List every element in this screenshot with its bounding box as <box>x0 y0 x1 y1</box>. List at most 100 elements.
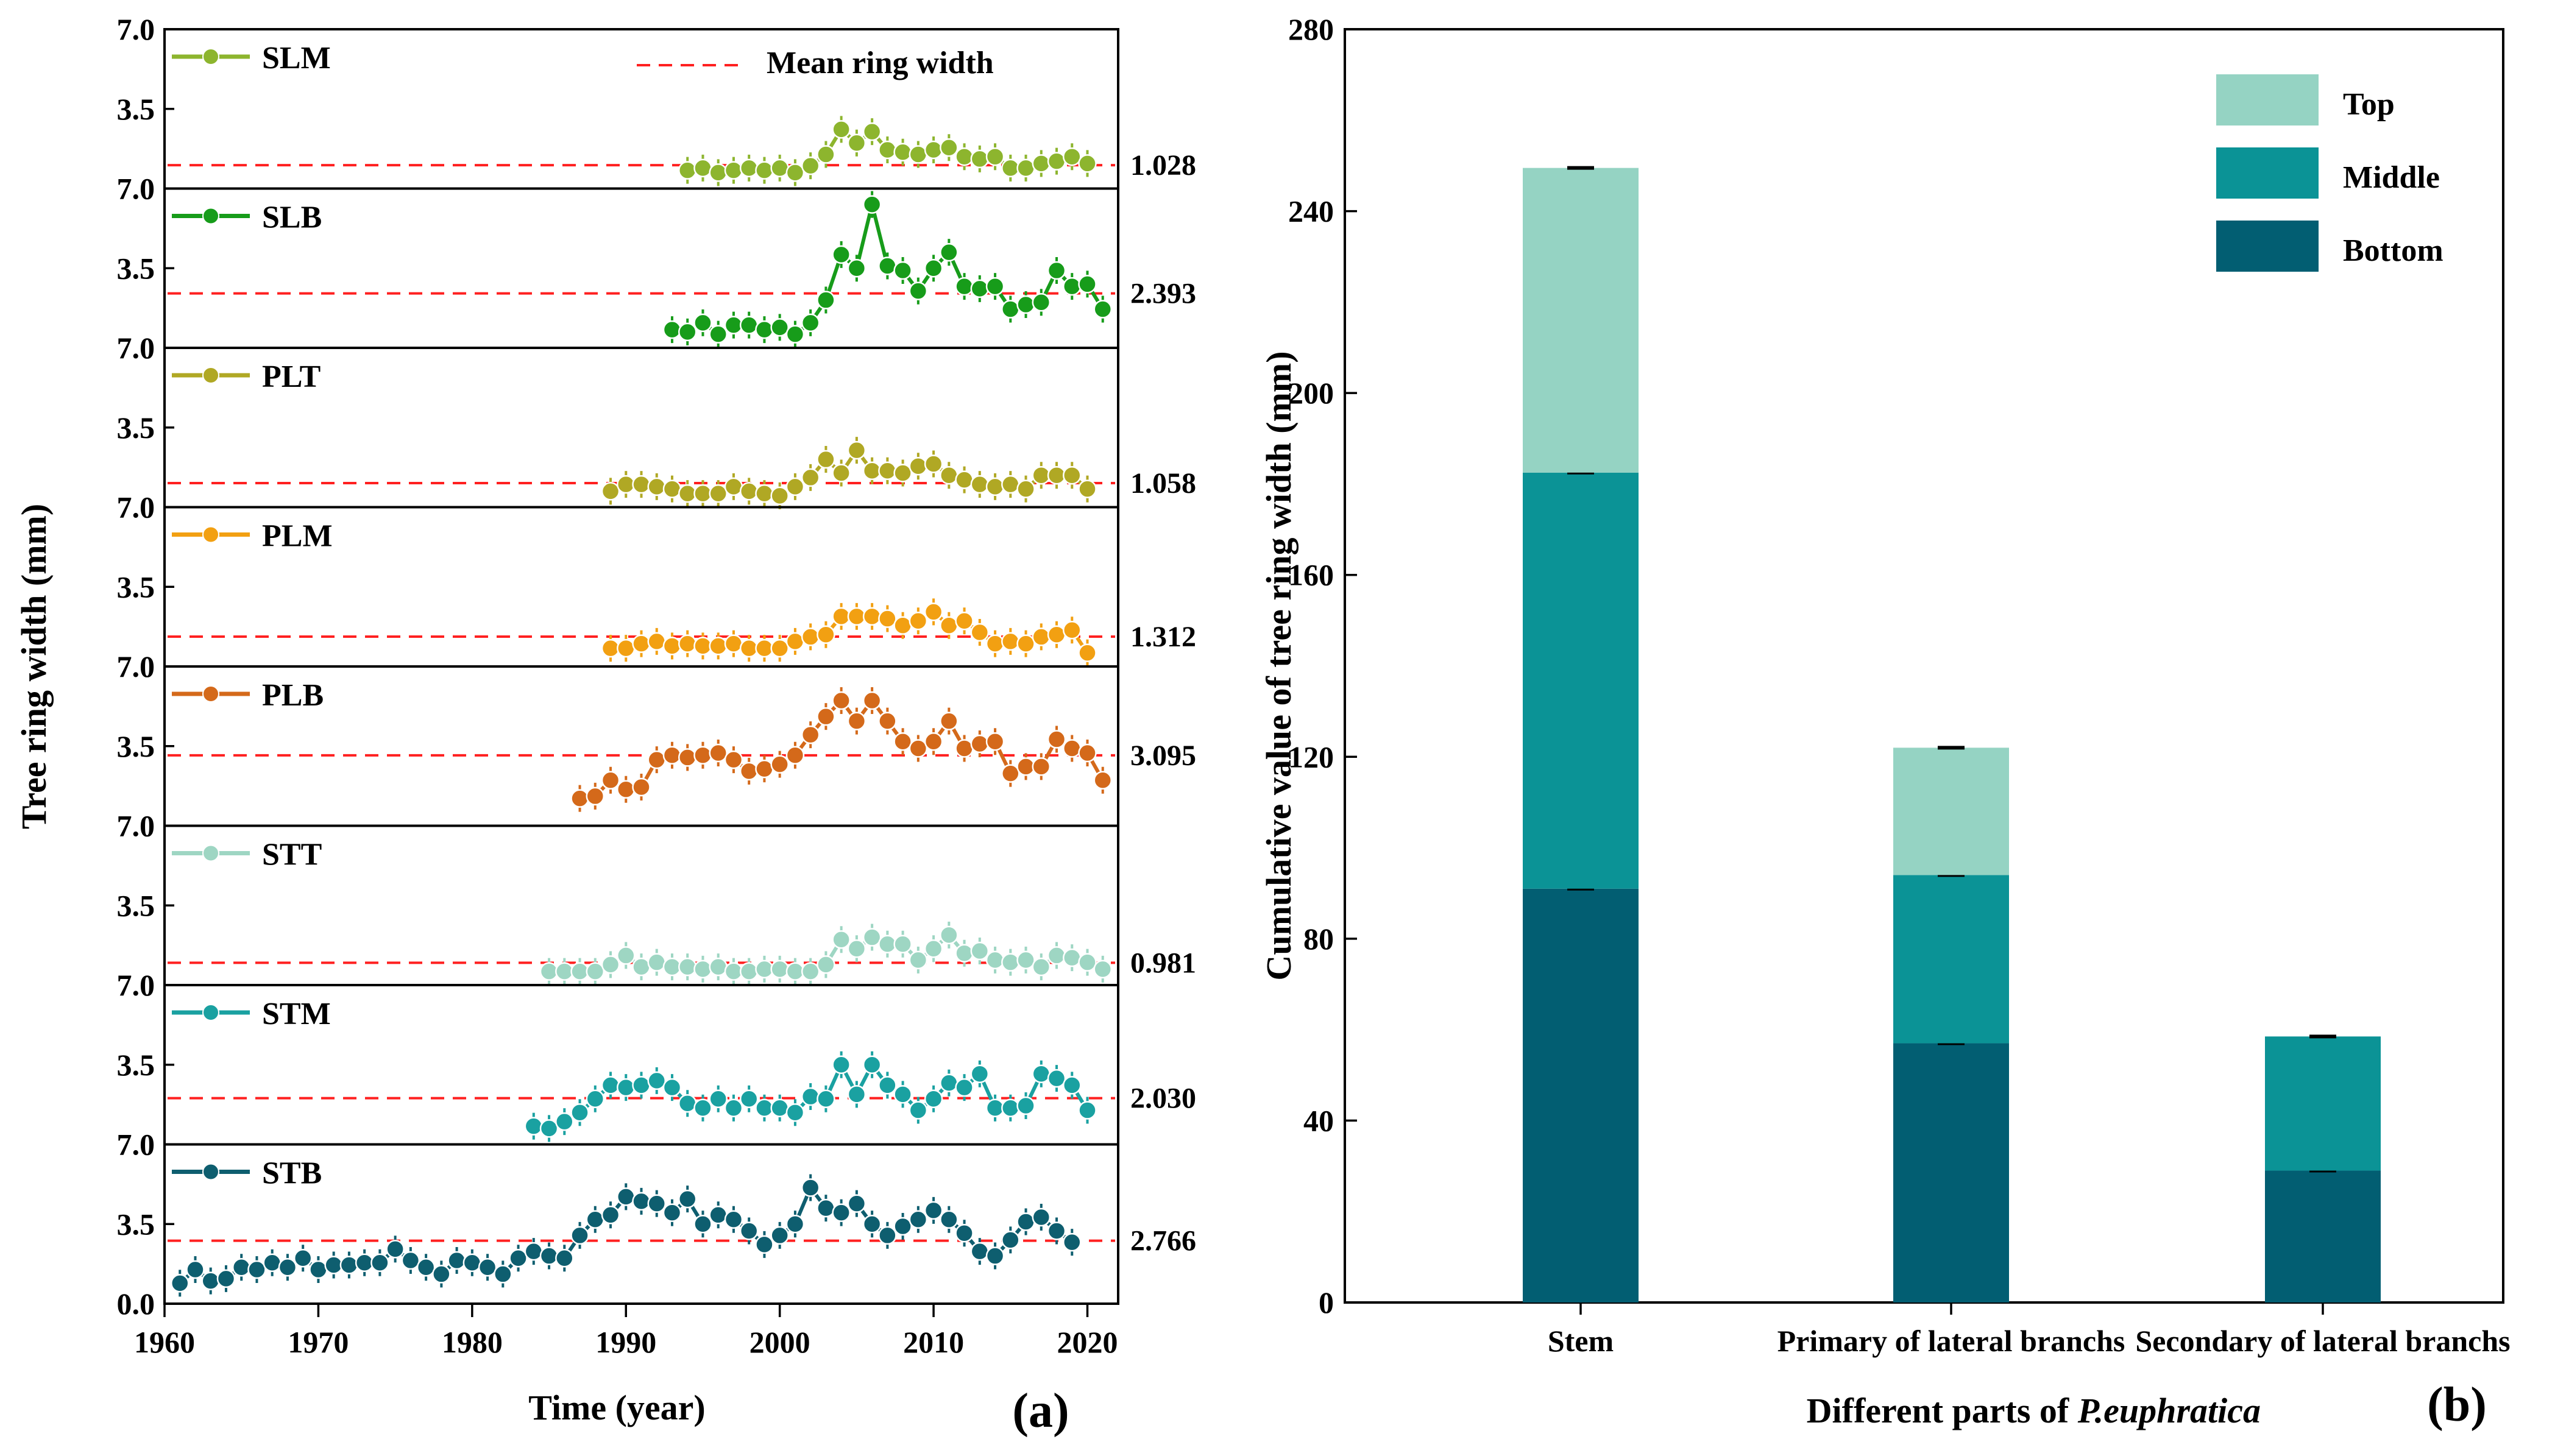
data-point <box>570 789 589 808</box>
data-point <box>801 1178 820 1197</box>
data-point <box>724 477 743 497</box>
data-point <box>940 242 959 262</box>
y-tick-label: 7.0 <box>117 490 155 525</box>
data-point <box>924 1089 943 1109</box>
data-point <box>832 464 851 482</box>
legend-marker-slb <box>202 207 219 225</box>
data-point <box>447 1251 466 1270</box>
data-point <box>985 634 1005 653</box>
mean-value-slb: 2.393 <box>1130 278 1196 310</box>
data-point <box>709 1089 728 1109</box>
data-point <box>878 140 897 160</box>
data-point <box>832 245 851 264</box>
legend-label-stm: STM <box>262 997 331 1031</box>
data-point <box>739 962 759 981</box>
y-tick-label: 3.5 <box>117 1048 155 1082</box>
data-point <box>1032 293 1051 312</box>
data-point <box>678 322 697 342</box>
data-point <box>1093 300 1113 319</box>
legend-marker-stb <box>202 1163 219 1181</box>
data-point <box>924 454 943 473</box>
data-point <box>693 959 712 979</box>
data-point <box>617 638 636 658</box>
data-point <box>1047 730 1066 749</box>
data-point <box>940 138 959 157</box>
bar-bottom-0 <box>1523 888 1639 1302</box>
data-point <box>909 1210 928 1229</box>
data-point <box>1032 465 1051 485</box>
y-tick-label: 7.0 <box>117 649 155 684</box>
data-point <box>770 638 789 658</box>
data-point <box>817 1089 835 1109</box>
data-point <box>755 161 774 180</box>
x-tick-label: 1960 <box>134 1325 195 1359</box>
x-tick-label: 1990 <box>595 1325 656 1359</box>
data-point <box>1016 634 1035 653</box>
x-axis-title: Different parts of P.euphratica <box>1807 1391 2261 1430</box>
data-point <box>586 1089 605 1109</box>
y-tick-label: 160 <box>1288 558 1334 592</box>
data-point <box>847 607 866 626</box>
mean-value-plm: 1.312 <box>1130 621 1196 653</box>
data-point <box>1032 957 1051 977</box>
y-axis-title: Cumulative value of tree ring width (mm) <box>1259 351 1299 980</box>
data-point <box>832 120 851 139</box>
data-point <box>862 195 882 214</box>
data-point <box>647 1194 666 1213</box>
data-point <box>678 748 697 767</box>
y-tick-label: 7.0 <box>117 809 155 843</box>
y-axis-title: Tree ring width (mm) <box>14 504 54 829</box>
data-point <box>985 1246 1005 1265</box>
data-point <box>862 1055 882 1074</box>
data-point <box>647 1071 666 1090</box>
y-tick-label: 3.5 <box>117 888 155 922</box>
data-point <box>462 1253 482 1273</box>
x-axis-title-text: Different parts of <box>1807 1391 2078 1430</box>
data-point <box>755 320 774 339</box>
bar-middle-0 <box>1523 472 1639 889</box>
data-point <box>1047 1221 1066 1240</box>
data-point <box>339 1256 359 1274</box>
data-point <box>785 163 805 182</box>
data-point <box>785 746 805 765</box>
data-point <box>586 1210 605 1229</box>
data-point <box>647 477 666 497</box>
y-tick-label: 7.0 <box>117 968 155 1002</box>
data-point <box>693 1215 712 1234</box>
data-point <box>955 470 974 489</box>
data-point <box>509 1249 528 1268</box>
data-point <box>801 962 820 981</box>
data-point <box>940 712 959 730</box>
data-point <box>1078 643 1097 662</box>
legend-label-slm: SLM <box>262 41 331 76</box>
data-point <box>601 482 620 501</box>
x-tick-label: 2020 <box>1057 1325 1118 1359</box>
data-point <box>909 457 928 476</box>
data-point <box>985 277 1005 296</box>
data-point <box>739 1089 759 1109</box>
data-point <box>739 316 759 334</box>
data-point <box>647 750 666 769</box>
data-point <box>985 477 1005 497</box>
data-point <box>940 925 959 945</box>
x-axis-title: Time (year) <box>528 1388 705 1427</box>
mean-value-stm: 2.030 <box>1130 1083 1196 1115</box>
data-point <box>724 750 743 769</box>
data-point <box>1063 147 1082 166</box>
data-point <box>847 1194 866 1213</box>
data-point <box>940 1210 959 1229</box>
data-point <box>1078 743 1097 763</box>
data-point <box>632 634 651 653</box>
data-point <box>909 145 928 164</box>
data-point <box>539 962 559 981</box>
data-point <box>524 1242 544 1261</box>
data-point <box>785 477 805 497</box>
data-point <box>878 609 897 628</box>
data-point <box>1001 953 1020 972</box>
data-point <box>878 935 897 954</box>
data-point <box>801 725 820 744</box>
data-point <box>924 939 943 958</box>
data-point <box>309 1260 328 1279</box>
data-point <box>724 1098 743 1117</box>
data-point <box>940 465 959 485</box>
